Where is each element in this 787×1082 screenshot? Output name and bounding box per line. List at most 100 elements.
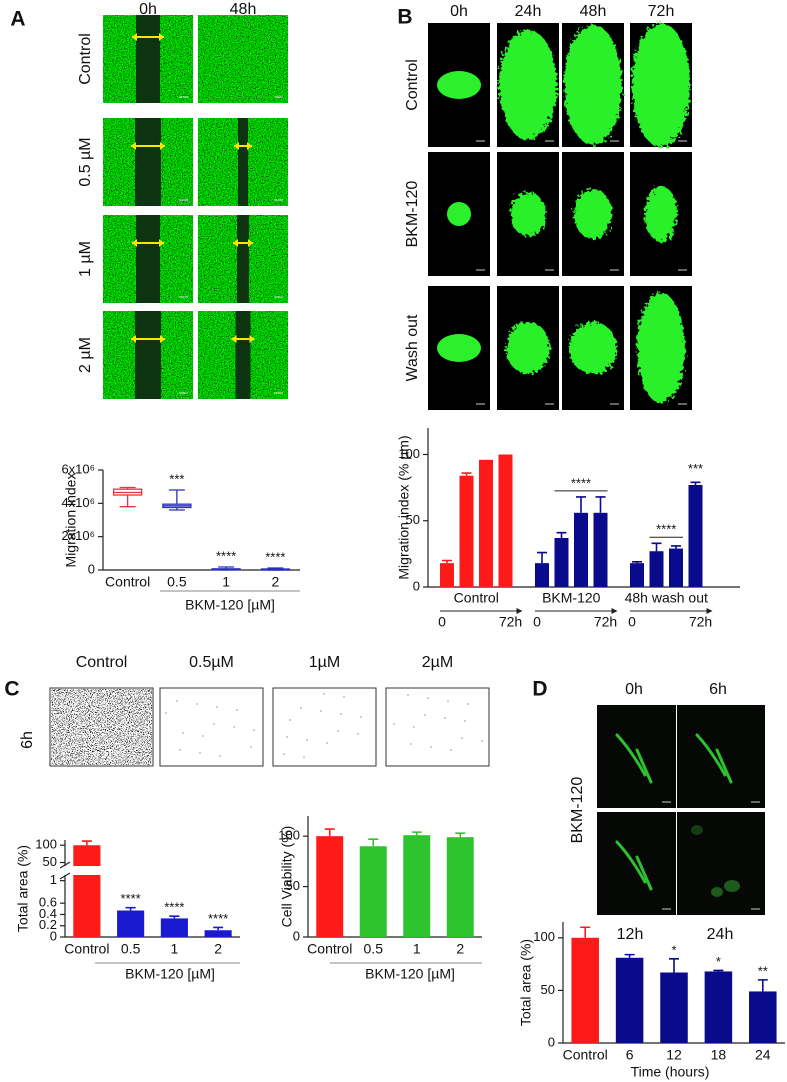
group-label: 48h wash out [625,590,708,606]
x-tick-label: 12 [666,1047,682,1063]
error-bar [713,969,724,972]
cell-speckle [179,749,181,751]
panel-label: C [4,678,19,701]
x-tick-label: Control [105,574,150,590]
cell-speckle [413,726,415,728]
bar [535,563,549,587]
spheroid [569,322,617,374]
cell-speckle [253,729,255,731]
x-tick-label: Control [563,1047,608,1063]
group-label: Control [454,590,499,606]
cell [615,733,653,784]
row-label: 2 µM [77,337,94,373]
y-tick-label: 0 [413,578,420,593]
transwell-image [159,687,264,767]
y-tick-label: 0 [50,928,57,943]
error-bar [669,958,679,973]
bar [316,836,344,937]
cell-speckle [340,713,342,715]
bar [359,846,387,937]
x-tick-label: 2 [271,574,279,590]
row-label: Control [77,33,94,85]
cell-speckle [165,712,167,714]
x-range-label: 72h [689,614,712,630]
cell-speckle [427,697,429,699]
error-bar [576,496,586,513]
cell-speckle [323,693,325,695]
x-axis-label: BKM-120 [µM] [185,597,275,613]
column-label: 48h [580,3,607,20]
bar [571,937,599,1043]
y-tick-label: 50 [406,512,420,527]
box-whisker [119,486,136,508]
axis-break [59,861,71,869]
y-axis-label: Total area (%) [15,845,31,932]
error-bar [595,496,606,513]
bar [630,563,644,587]
y-axis-label: Total area (%) [518,939,534,1026]
spheroid [632,23,690,147]
row-label: 6h [19,731,36,749]
y-tick-label: 100 [533,929,555,944]
cell-speckle [393,723,395,725]
error-bar [632,561,642,564]
error-bar [537,551,547,564]
cell [711,887,723,897]
bar [479,459,493,587]
cell-speckle [461,737,463,739]
x-tick-label: 0.5 [167,574,187,590]
row-label: 1 µM [77,241,94,277]
x-tick-label: 18 [711,1047,727,1063]
x-range-label: 72h [594,614,617,630]
significance: *** [688,461,703,476]
x-axis-label: BKM-120 [µM] [125,966,215,982]
cell-speckle [216,706,218,708]
y-axis-label: Migration index [63,473,79,568]
bar [73,845,101,937]
cell [691,825,703,835]
cell-speckle [360,716,362,718]
error-bar [671,545,681,549]
bar [669,548,683,587]
cell-image [597,705,676,808]
bar [615,957,644,1043]
cell [615,840,653,891]
y-tick-label: 100 [398,446,420,461]
wound-gap [238,118,248,206]
cell-speckle [357,733,359,735]
error-bar [757,979,768,992]
cell-speckle [250,746,252,748]
significance: **** [121,891,141,906]
arrow-head [233,239,253,247]
y-tick-label: 0 [88,561,95,576]
cell-speckle [337,730,339,732]
bar [574,512,588,587]
wound-gap [235,311,251,399]
error-bar [651,542,662,552]
x-tick-label: 0.5 [364,941,384,957]
y-tick-label: 100 [35,837,57,852]
error-bar [368,838,379,847]
x-tick-label: 2 [456,941,464,957]
arrow-head [234,142,252,150]
bar [593,512,608,587]
bar [660,972,688,1043]
bar [688,484,703,587]
spheroid [499,30,557,140]
cell-speckle [464,720,466,722]
x-range-label: 0 [628,614,636,630]
box-whisker [168,489,185,511]
cell-speckle [320,710,322,712]
wound-gap [135,118,161,206]
bar [704,971,733,1043]
bar [204,930,232,937]
significance: **** [216,548,236,563]
y-tick-label: 50 [43,854,57,869]
arrow-head [516,608,523,614]
spheroid [437,334,481,362]
cell-speckle [410,743,412,745]
arrow-head [231,335,255,343]
cell-image [677,812,765,915]
group-label: BKM-120 [542,590,601,606]
